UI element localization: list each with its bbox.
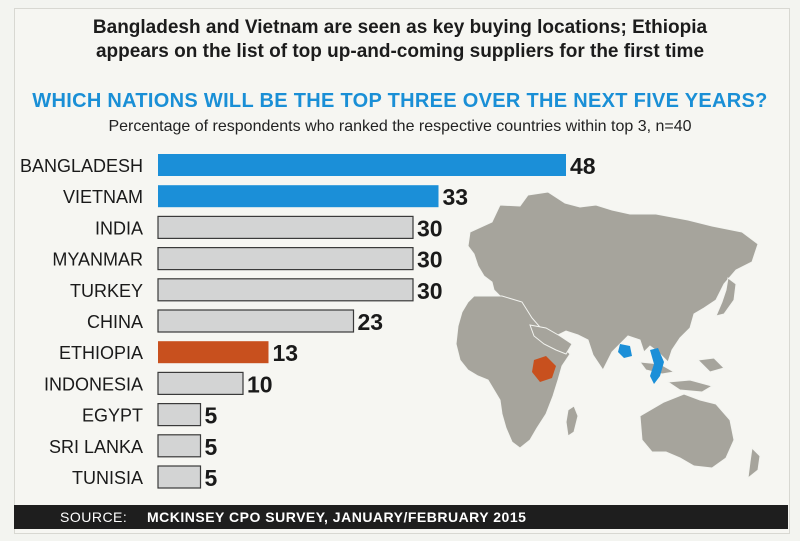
map-islands-3	[696, 357, 725, 373]
bar-value-label: 23	[358, 309, 384, 335]
map-arabia	[529, 324, 573, 355]
bar	[157, 278, 414, 302]
bar-value-label: 5	[205, 403, 218, 429]
bar-value-label: 30	[417, 247, 443, 273]
category-label: EGYPT	[82, 406, 143, 426]
chart-title: Bangladesh and Vietnam are seen as key b…	[0, 16, 800, 64]
map-new-zealand	[747, 446, 761, 480]
category-label: TUNISIA	[72, 468, 143, 488]
category-label: CHINA	[87, 312, 143, 332]
map-japan	[715, 277, 737, 317]
bars-group: BANGLADESH 48 VIETNAM 33 INDIA 30 MYANMAR 30 TUR…	[20, 153, 596, 491]
source-text: MCKINSEY CPO SURVEY, JANUARY/FEBRUARY 20…	[147, 509, 527, 525]
bar	[157, 434, 202, 458]
bar	[158, 185, 439, 208]
category-label: VIETNAM	[63, 187, 143, 207]
map-islands-2	[666, 379, 714, 393]
bar-value-label: 30	[417, 278, 443, 304]
category-label: MYANMAR	[52, 250, 143, 270]
chart-subtitle: WHICH NATIONS WILL BE THE TOP THREE OVER…	[32, 90, 768, 112]
title-line-1: Bangladesh and Vietnam are seen as key b…	[92, 17, 708, 38]
bar-value-label: 10	[247, 371, 273, 397]
bar	[157, 247, 414, 271]
bar	[157, 403, 202, 427]
category-label: INDIA	[95, 218, 143, 238]
bar-value-label: 13	[273, 340, 299, 366]
map-madagascar	[565, 405, 579, 437]
map-australia	[639, 393, 735, 469]
bar	[157, 309, 355, 333]
bar	[158, 154, 566, 176]
category-label: ETHIOPIA	[59, 343, 143, 363]
bar-value-label: 48	[570, 153, 596, 179]
category-label: INDONESIA	[44, 374, 143, 394]
category-label: SRI LANKA	[49, 437, 143, 457]
source-label: SOURCE:	[60, 509, 128, 525]
world-map	[455, 191, 761, 480]
bar-value-label: 5	[205, 434, 218, 460]
bar	[157, 465, 202, 489]
map-ethiopia-highlight	[532, 356, 556, 382]
source-footer: SOURCE: MCKINSEY CPO SURVEY, JANUARY/FEB…	[14, 505, 788, 529]
map-vietnam-highlight	[650, 348, 664, 384]
bar-value-label: 33	[443, 184, 469, 210]
category-label: TURKEY	[70, 281, 143, 301]
map-bangladesh-highlight	[618, 344, 632, 358]
bar-value-label: 30	[417, 215, 443, 241]
title-line-2: appears on the list of top up-and-coming…	[95, 41, 705, 62]
bar-value-label: 5	[205, 465, 218, 491]
category-label: BANGLADESH	[20, 156, 143, 176]
bar	[157, 215, 414, 239]
bar	[157, 371, 244, 395]
bar	[158, 341, 269, 364]
chart-note: Percentage of respondents who ranked the…	[108, 118, 692, 135]
